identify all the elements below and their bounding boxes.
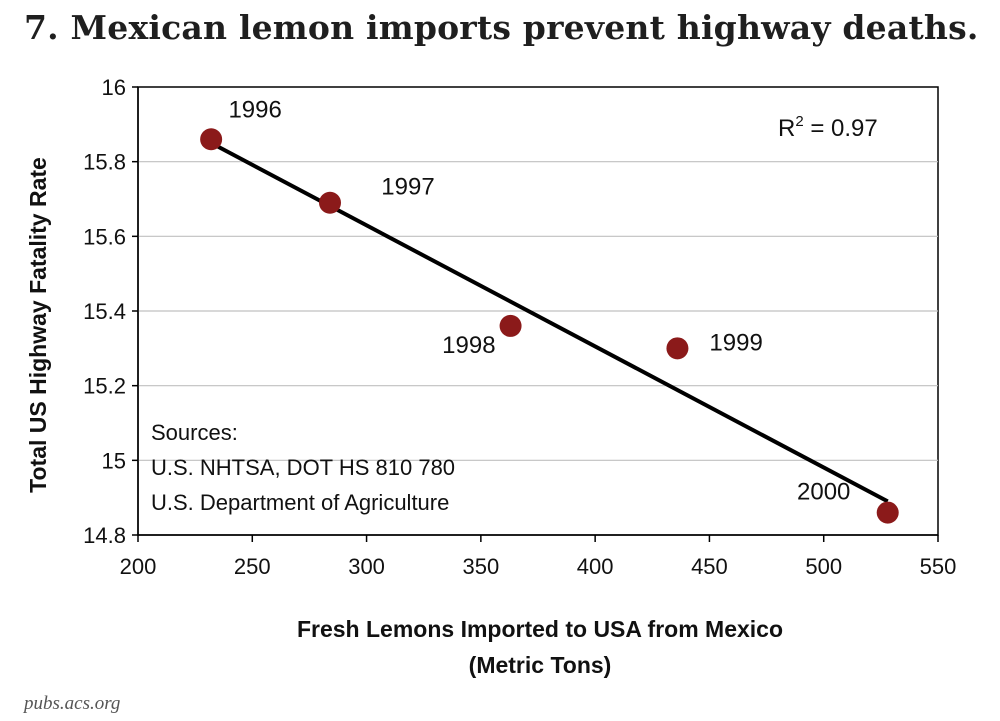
sources-heading: Sources: (151, 420, 238, 445)
x-tick-label: 450 (691, 554, 728, 579)
y-tick-label: 15.4 (83, 299, 126, 324)
y-axis-ticks: 14.8 15 15.2 15.4 15.6 15.8 16 (83, 75, 138, 548)
data-point-1997 (319, 191, 341, 214)
point-label-1997: 1997 (381, 174, 434, 201)
point-labels: 1996 1997 1998 1999 2000 (228, 96, 850, 505)
sources-box (142, 412, 568, 530)
data-point-2000 (876, 501, 899, 524)
y-axis-label: Total US Highway Fatality Rate (25, 157, 51, 493)
point-label-1996: 1996 (228, 96, 281, 123)
point-label-1998: 1998 (442, 332, 495, 359)
data-point-1998 (499, 314, 522, 337)
scatter-chart: 200 250 300 350 400 450 500 550 14.81515.215.41… (25, 75, 957, 678)
x-tick-label: 550 (920, 554, 957, 579)
x-tick-label: 350 (462, 554, 499, 579)
x-axis-label-line1: Fresh Lemons Imported to USA from Mexico (297, 616, 783, 642)
point-label-1999: 1999 (709, 329, 762, 356)
data-point-1999 (666, 337, 689, 360)
x-axis-label-line2: (Metric Tons) (469, 652, 612, 678)
point-label-2000: 2000 (797, 479, 850, 506)
source-nhtsa: U.S. NHTSA, DOT HS 810 780 (151, 455, 455, 480)
x-tick-label: 400 (577, 554, 614, 579)
x-tick-label: 500 (805, 554, 842, 579)
x-axis-ticks: 200 250 300 350 400 450 500 550 (120, 535, 957, 579)
y-tick-label: 15.6 (83, 224, 126, 249)
x-tick-label: 300 (348, 554, 385, 579)
y-tick-label: 16 (102, 75, 126, 100)
y-tick-label: 14.8 (83, 523, 126, 548)
page-headline: 7. Mexican lemon imports prevent highway… (24, 8, 979, 47)
y-tick-label: 15 (102, 448, 126, 473)
y-tick-label: 15.8 (83, 150, 126, 175)
y-tick-label: 15.2 (83, 374, 126, 399)
data-point-1996 (200, 128, 223, 151)
source-credit: pubs.acs.org (24, 693, 121, 714)
source-usda: U.S. Department of Agriculture (151, 490, 449, 515)
x-tick-label: 250 (234, 554, 271, 579)
x-tick-label: 200 (120, 554, 157, 579)
r-squared-annotation: R2 = 0.97 (778, 113, 878, 142)
gridlines (138, 161, 938, 461)
data-points (200, 128, 899, 524)
